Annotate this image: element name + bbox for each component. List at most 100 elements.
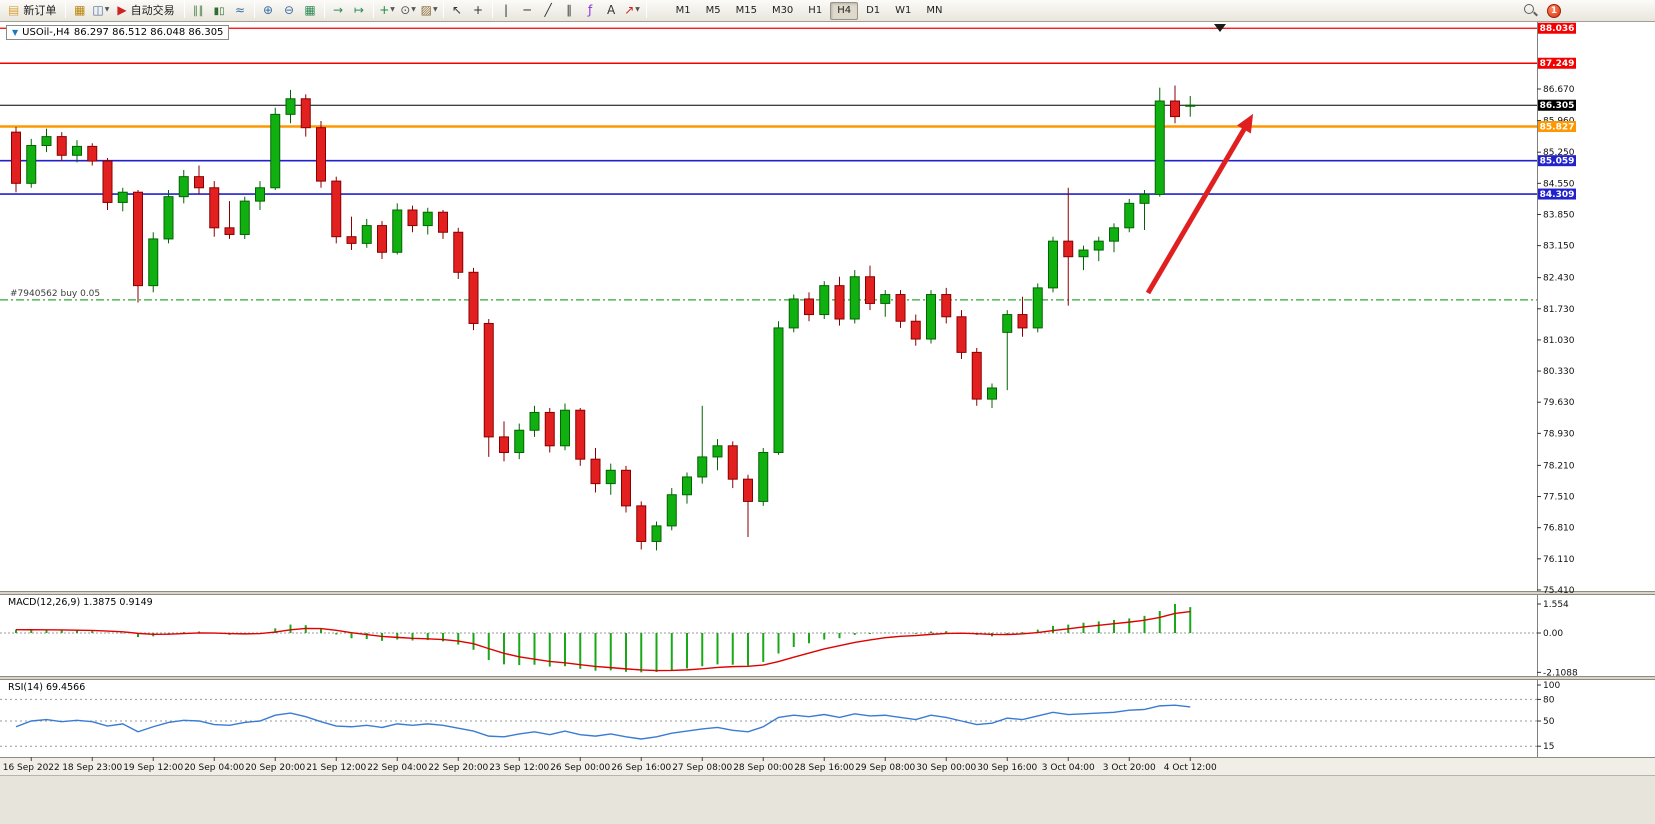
timeframe-m30-button[interactable]: M30	[771, 5, 794, 16]
zoom-out-icon: ⊖	[284, 3, 295, 18]
panel-separators[interactable]	[0, 591, 1655, 758]
timeframe-m1-button[interactable]: M1	[675, 5, 691, 16]
timeframe-w1-button[interactable]: W1	[895, 5, 912, 16]
crosshair-icon[interactable]: +	[468, 1, 489, 19]
text-tool-icon[interactable]: A	[601, 1, 622, 19]
price-tick-label: 79.630	[1543, 398, 1575, 408]
price-tick-label: 75.410	[1543, 586, 1575, 596]
candle	[834, 276, 845, 326]
candle	[133, 189, 143, 303]
chart-shift-icon[interactable]: ↦	[349, 1, 370, 19]
search-icon[interactable]	[1523, 3, 1538, 18]
svg-text:88.036: 88.036	[1540, 24, 1575, 34]
candle	[987, 383, 997, 408]
zoom-out-icon[interactable]: ⊖	[279, 1, 300, 19]
candlestick-chart-icon[interactable]: ▮▯	[209, 3, 230, 21]
new-chart-icon[interactable]: ▦	[69, 1, 90, 19]
price-tag-orange-level-line: 85.827	[1538, 121, 1576, 133]
candle	[1032, 283, 1043, 333]
candle	[239, 196, 250, 239]
timeframe-h1-button[interactable]: H1	[808, 5, 823, 16]
auto-scroll-icon[interactable]: →	[328, 1, 349, 19]
dropdown-caret-icon[interactable]: ▼	[411, 6, 416, 14]
buy-position-label: #7940562 buy 0.05	[10, 289, 100, 299]
dropdown-caret-icon[interactable]: ▼	[635, 6, 640, 14]
autotrading-button[interactable]: ▶ 自动交易	[111, 1, 180, 19]
candle	[910, 314, 921, 346]
time-label: 30 Sep 16:00	[977, 763, 1037, 773]
dropdown-caret-icon[interactable]: ▼	[432, 6, 438, 14]
time-label: 30 Sep 00:00	[916, 763, 976, 773]
candle	[72, 140, 82, 163]
candle	[194, 165, 204, 195]
candle	[544, 407, 555, 453]
candle	[331, 176, 342, 244]
time-label: 22 Sep 20:00	[428, 763, 488, 773]
candle	[605, 463, 616, 495]
time-label: 28 Sep 16:00	[794, 763, 854, 773]
equidistant-channel-icon: ∥	[566, 3, 573, 18]
dropdown-caret-icon[interactable]: ▼	[104, 6, 110, 14]
periods-icon[interactable]: ⊙ ▼	[398, 1, 419, 19]
chart-ohlc: 86.297 86.512 86.048 86.305	[73, 27, 224, 38]
arrows-tool-icon[interactable]: ↗ ▼	[622, 1, 643, 19]
autotrading-button-label: 自动交易	[130, 4, 175, 18]
candle	[727, 441, 738, 489]
profiles-icon: ◫	[92, 3, 104, 18]
indicators-icon[interactable]: + ▼	[377, 1, 398, 19]
candle	[773, 321, 784, 455]
macd-scale-label: -2.1088	[1543, 668, 1578, 678]
tile-windows-icon[interactable]: ▦	[300, 1, 321, 19]
toolbar-separator	[372, 0, 374, 19]
profiles-icon[interactable]: ◫ ▼	[90, 1, 111, 19]
candle	[468, 267, 479, 331]
trend-arrow[interactable]	[1145, 113, 1254, 295]
zoom-in-icon[interactable]: ⊕	[258, 1, 279, 19]
candle	[926, 290, 936, 344]
trendline-icon[interactable]: ╱	[538, 1, 559, 19]
templates-icon[interactable]: ▨ ▼	[419, 1, 440, 19]
rsi-indicator-label: RSI(14) 69.4566	[8, 682, 86, 693]
cursor-icon[interactable]: ↖	[447, 1, 468, 19]
horizontal-line-icon[interactable]: ─	[517, 1, 538, 19]
notification-badge[interactable]: 1	[1547, 3, 1561, 18]
candle	[26, 138, 37, 188]
candle	[407, 205, 418, 233]
candle	[1170, 85, 1180, 124]
dropdown-caret-icon[interactable]: ▼	[390, 6, 395, 14]
new-order-button[interactable]: ▤ 新订单	[2, 1, 62, 19]
line-chart-icon[interactable]: ≈	[230, 1, 251, 19]
buy-position-line[interactable]: #7940562 buy 0.05	[0, 289, 1537, 301]
price-tick-label: 76.110	[1543, 555, 1575, 565]
price-tag-resistance-line-2: 87.249	[1538, 57, 1576, 69]
price-tick-label: 82.430	[1543, 274, 1575, 284]
toolbar-separator	[491, 0, 493, 19]
rsi-scale-label: 15	[1543, 742, 1554, 752]
candle	[483, 319, 494, 457]
price-tag-bid-price-line: 86.305	[1538, 99, 1576, 111]
price-tick-label: 86.670	[1543, 85, 1575, 95]
candle	[1124, 198, 1135, 233]
svg-text:84.309: 84.309	[1540, 190, 1575, 200]
line-chart-icon: ≈	[235, 3, 246, 18]
candle	[880, 290, 891, 317]
scroll-marker-icon[interactable]	[1214, 24, 1226, 32]
timeframe-h4-button[interactable]: H4	[830, 1, 859, 20]
candle	[849, 270, 860, 324]
vertical-line-icon[interactable]: |	[496, 1, 517, 19]
price-tick-label: 85.250	[1543, 148, 1575, 158]
timeframe-m5-button[interactable]: M5	[705, 5, 721, 16]
timeframe-mn-button[interactable]: MN	[926, 5, 943, 16]
fibonacci-icon[interactable]: ƒ	[580, 1, 601, 19]
time-axis[interactable]: 16 Sep 2022 18 Sep 23:00 19 Sep 12:00 20 Se…	[3, 757, 1217, 773]
time-label: 18 Sep 23:00	[62, 763, 122, 773]
one-click-trading-icon[interactable]: ▼	[12, 28, 19, 37]
candle	[590, 448, 601, 493]
timeframe-m15-button[interactable]: M15	[735, 5, 757, 16]
bar-chart-icon[interactable]: ║║	[188, 4, 209, 22]
equidistant-channel-icon[interactable]: ∥	[559, 1, 580, 19]
price-tick-label: 78.210	[1543, 461, 1575, 471]
timeframe-d1-button[interactable]: D1	[866, 5, 881, 16]
